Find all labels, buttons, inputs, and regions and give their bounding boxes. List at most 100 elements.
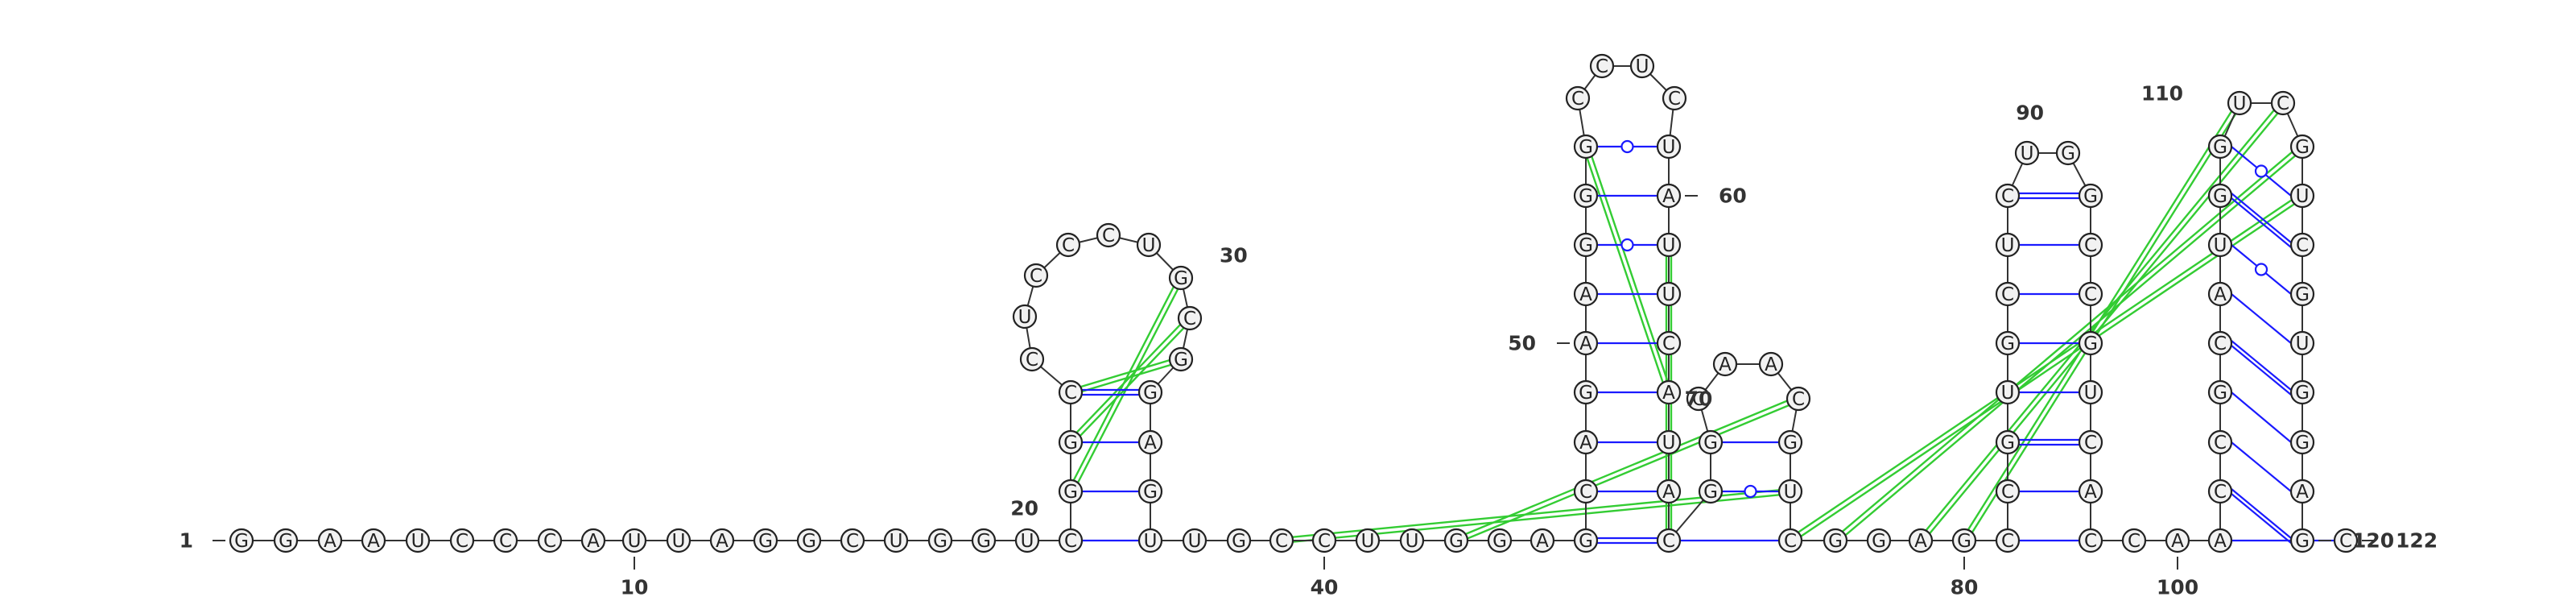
svg-text:C: C: [1668, 89, 1681, 110]
nucleotide-104: G: [2207, 379, 2233, 405]
nucleotide-78: G: [1866, 528, 1892, 553]
svg-text:A: A: [2214, 531, 2227, 552]
position-label-10: 10: [621, 576, 649, 599]
svg-text:U: U: [1406, 531, 1419, 552]
svg-text:G: G: [2083, 334, 2098, 354]
nucleotide-79: A: [1908, 528, 1934, 553]
svg-text:G: G: [1579, 235, 1593, 256]
nucleotide-59: U: [1656, 134, 1682, 160]
svg-text:U: U: [1021, 531, 1034, 552]
nucleotide-7: C: [493, 528, 518, 553]
svg-text:A: A: [1579, 334, 1592, 354]
svg-text:G: G: [2213, 186, 2227, 207]
svg-text:G: G: [2000, 334, 2015, 354]
svg-text:C: C: [2084, 284, 2097, 305]
position-label-80: 80: [1951, 576, 1979, 599]
svg-text:U: U: [1018, 307, 1032, 328]
svg-text:U: U: [2296, 186, 2310, 207]
nucleotide-36: U: [1137, 528, 1163, 553]
nucleotide-114: C: [2289, 232, 2315, 258]
nucleotide-120: G: [2289, 528, 2315, 553]
nucleotide-91: G: [2078, 183, 2103, 209]
svg-text:G: G: [1579, 531, 1593, 552]
svg-text:G: G: [2083, 186, 2098, 207]
nucleotide-33: G: [1137, 379, 1163, 405]
nucleotide-88: C: [1995, 183, 2021, 209]
nucleotide-37: U: [1182, 528, 1208, 553]
nucleotide-34: A: [1137, 429, 1163, 455]
svg-text:A: A: [1536, 531, 1549, 552]
nucleotide-108: G: [2207, 183, 2233, 209]
nucleotide-15: C: [840, 528, 865, 553]
svg-text:G: G: [2295, 383, 2310, 404]
base-pairs: [1082, 139, 2334, 545]
svg-text:C: C: [1030, 266, 1042, 287]
svg-text:C: C: [2277, 93, 2289, 114]
svg-text:G: G: [1449, 531, 1463, 552]
svg-text:U: U: [411, 531, 425, 552]
nucleotide-67: C: [1656, 528, 1682, 553]
nucleotide-73: C: [1785, 386, 1811, 412]
svg-text:C: C: [543, 531, 556, 552]
au-pair: [2231, 392, 2292, 443]
nucleotide-43: G: [1443, 528, 1469, 553]
gc-pair: [2231, 193, 2292, 243]
nucleotide-69: G: [1698, 429, 1724, 455]
pseudoknot-pair: [1965, 103, 2243, 543]
nucleotide-111: C: [2270, 90, 2296, 116]
svg-text:G: G: [1143, 482, 1158, 503]
nucleotide-66: A: [1656, 479, 1682, 504]
pseudoknot-links: [1067, 101, 2305, 545]
nucleotide-6: C: [449, 528, 475, 553]
nucleotide-76: C: [1777, 528, 1803, 553]
svg-text:G: G: [2213, 137, 2227, 158]
nucleotide-21: G: [1058, 479, 1084, 504]
nucleotide-101: A: [2207, 528, 2233, 553]
position-label-30: 30: [1220, 244, 1248, 267]
nucleotide-27: C: [1055, 232, 1081, 258]
svg-text:C: C: [1571, 89, 1584, 110]
nucleotide-39: C: [1269, 528, 1294, 553]
nucleotide-55: C: [1565, 85, 1591, 111]
svg-text:G: G: [1703, 482, 1718, 503]
pseudoknot-pair: [1833, 143, 2301, 540]
svg-text:C: C: [1183, 309, 1196, 329]
nucleotide-106: A: [2207, 281, 2233, 307]
svg-text:C: C: [1579, 482, 1592, 503]
svg-text:U: U: [2001, 383, 2015, 404]
nucleotide-118: G: [2289, 429, 2315, 455]
nucleotide-23: C: [1058, 379, 1084, 405]
nucleotide-93: C: [2078, 281, 2103, 307]
nucleotide-40: C: [1311, 528, 1337, 553]
nucleotide-60: A: [1656, 183, 1682, 209]
svg-text:G: G: [1579, 186, 1593, 207]
nucleotide-109: G: [2207, 134, 2233, 160]
nucleotide-12: A: [709, 528, 735, 553]
svg-text:G: G: [1232, 531, 1246, 552]
nucleotide-8: C: [537, 528, 563, 553]
position-label-110: 110: [2141, 82, 2183, 106]
svg-text:U: U: [1662, 137, 1676, 158]
svg-text:G: G: [1063, 433, 1078, 454]
nucleotide-105: C: [2207, 330, 2233, 356]
position-label-40: 40: [1311, 576, 1339, 599]
svg-text:C: C: [2296, 235, 2309, 256]
svg-text:G: G: [1579, 137, 1593, 158]
svg-text:A: A: [2214, 284, 2227, 305]
nucleotide-74: G: [1777, 429, 1803, 455]
svg-text:U: U: [628, 531, 642, 552]
backbone: [242, 65, 2346, 541]
nucleotide-52: G: [1573, 232, 1599, 258]
nucleotide-71: A: [1712, 351, 1738, 377]
svg-text:C: C: [1692, 389, 1705, 410]
nucleotide-42: U: [1399, 528, 1425, 553]
position-label-100: 100: [2157, 576, 2198, 599]
nucleotide-68: G: [1698, 479, 1724, 504]
svg-text:G: G: [234, 531, 249, 552]
nucleotide-18: G: [971, 528, 997, 553]
svg-text:G: G: [802, 531, 816, 552]
nucleotide-63: C: [1656, 330, 1682, 356]
